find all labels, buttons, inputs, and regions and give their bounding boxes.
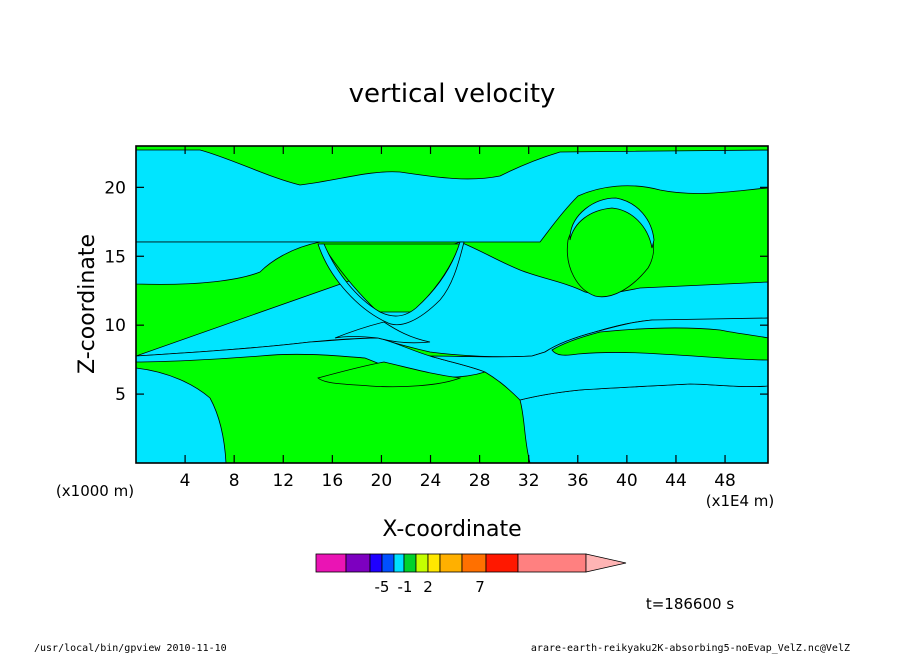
x-tick-label-4: 20 [371, 471, 393, 491]
y-tick-label-2: 15 [104, 247, 126, 267]
x-tick-label-0: 4 [180, 471, 191, 491]
colorbar-bin-8 [439, 553, 463, 573]
y-unit-label: (x1000 m) [56, 482, 134, 500]
y-axis-label: Z-coordinate [75, 234, 100, 374]
colorbar-bin-1 [345, 553, 371, 573]
colorbar-label-0: -5 [375, 578, 390, 596]
colorbar-bin-0 [315, 553, 347, 573]
negative-cusp [334, 321, 431, 344]
x-unit-label: (x1E4 m) [706, 492, 775, 510]
x-tick-label-3: 16 [322, 471, 344, 491]
colorbar-bin-11 [517, 553, 587, 573]
x-tick-label-5: 24 [420, 471, 442, 491]
negative-region [519, 383, 768, 463]
x-tick-label-8: 36 [567, 471, 589, 491]
colorbar: -5 -1 2 7 [315, 553, 627, 596]
colorbar-bin-9 [461, 553, 487, 573]
colorbar-bin-3 [381, 553, 395, 573]
colorbar-bin-2 [369, 553, 383, 573]
negative-region [136, 241, 321, 285]
x-tick-label-10: 44 [665, 471, 687, 491]
colorbar-arrow [585, 553, 627, 573]
negative-region [136, 149, 768, 243]
colorbar-bin-6 [415, 553, 429, 573]
y-tick-label-1: 10 [104, 316, 126, 336]
x-tick-label-1: 8 [229, 471, 240, 491]
contour-field [136, 146, 768, 463]
colorbar-label-3: 7 [475, 578, 485, 596]
negative-region [136, 367, 227, 463]
x-axis-label: X-coordinate [382, 517, 521, 542]
colorbar-bin-5 [403, 553, 417, 573]
x-tick-label-2: 12 [272, 471, 294, 491]
chart-title: vertical velocity [349, 79, 556, 109]
x-tick-label-9: 40 [616, 471, 638, 491]
positive-region [317, 361, 462, 388]
y-tick-label-3: 20 [104, 178, 126, 198]
time-label: t=186600 s [646, 595, 734, 613]
footer-right: arare-earth-reikyaku2K-absorbing5-noEvap… [531, 643, 850, 654]
colorbar-bin-10 [485, 553, 519, 573]
negative-cusp [569, 197, 655, 249]
x-tick-label-11: 48 [714, 471, 736, 491]
colorbar-label-2: 2 [423, 578, 433, 596]
colorbar-label-1: -1 [398, 578, 413, 596]
colorbar-bin-4 [393, 553, 405, 573]
negative-cusp [317, 241, 465, 326]
x-tick-label-6: 28 [469, 471, 491, 491]
colorbar-bin-7 [427, 553, 441, 573]
plot-frame [135, 145, 769, 464]
y-tick-label-0: 5 [115, 385, 126, 405]
footer-left: /usr/local/bin/gpview 2010-11-10 [34, 643, 227, 654]
x-tick-label-7: 32 [518, 471, 540, 491]
